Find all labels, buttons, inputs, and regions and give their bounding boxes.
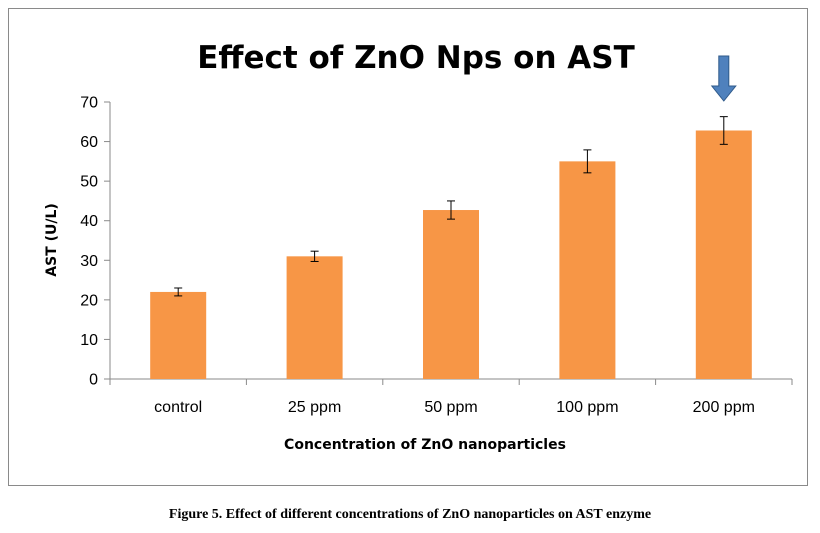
x-category-label: control (154, 399, 202, 416)
bar-100-ppm (559, 161, 616, 379)
y-tick-label: 70 (80, 95, 98, 112)
y-tick-label: 40 (80, 213, 98, 230)
down-arrow-icon (710, 55, 737, 102)
bar-25-ppm (286, 256, 343, 379)
y-tick-label: 60 (80, 134, 98, 151)
plot-area: 0 10 20 30 40 50 60 70 control 25 ppm 50 ppm 100 pp… (80, 55, 793, 416)
y-tick-label: 20 (80, 292, 98, 309)
y-tick-label: 30 (80, 253, 98, 270)
chart-frame (8, 8, 808, 486)
y-tick-label: 10 (80, 332, 98, 349)
x-category-label: 50 ppm (424, 399, 477, 416)
x-category-label: 25 ppm (288, 399, 341, 416)
bar-200-ppm (695, 130, 752, 379)
x-category-label: 100 ppm (556, 399, 618, 416)
bar-50-ppm (423, 210, 479, 379)
y-axis-title: AST (U/L) (44, 203, 60, 277)
bar-control (150, 291, 207, 379)
chart-title: Effect of ZnO Nps on AST (197, 40, 635, 76)
figure-caption: Figure 5. Effect of different concentrat… (168, 507, 652, 522)
bar-chart: Effect of ZnO Nps on AST 0 10 20 30 40 50 60 70… (44, 40, 793, 453)
y-tick-label: 50 (80, 174, 98, 191)
x-category-label: 200 ppm (693, 399, 755, 416)
x-axis-title: Concentration of ZnO nanoparticles (284, 437, 566, 453)
y-tick-label: 0 (89, 372, 98, 389)
